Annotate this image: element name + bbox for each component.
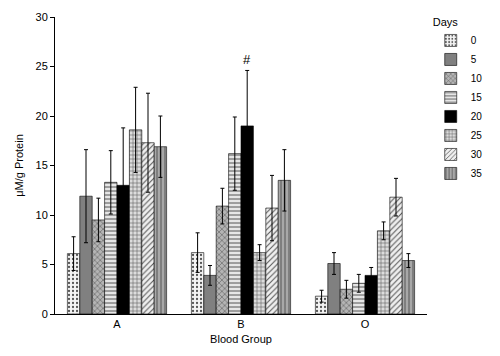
svg-text:35: 35 [471,168,483,179]
svg-text:0: 0 [42,308,48,320]
svg-text:μM/g Protein: μM/g Protein [13,134,25,197]
svg-text:20: 20 [471,111,483,122]
svg-text:10: 10 [36,209,48,221]
svg-text:5: 5 [471,54,477,65]
svg-text:30: 30 [36,11,48,23]
svg-text:O: O [361,318,370,330]
svg-text:15: 15 [36,159,48,171]
svg-text:A: A [113,318,121,330]
svg-text:10: 10 [471,73,483,84]
svg-text:15: 15 [471,92,483,103]
svg-text:20: 20 [36,110,48,122]
svg-text:B: B [237,318,244,330]
svg-text:0: 0 [471,35,477,46]
svg-text:5: 5 [42,258,48,270]
svg-text:Days: Days [433,16,459,28]
svg-text:30: 30 [471,149,483,160]
svg-text:#: # [243,52,251,67]
svg-text:25: 25 [36,60,48,72]
svg-text:Blood Group: Blood Group [210,333,272,345]
svg-text:25: 25 [471,130,483,141]
